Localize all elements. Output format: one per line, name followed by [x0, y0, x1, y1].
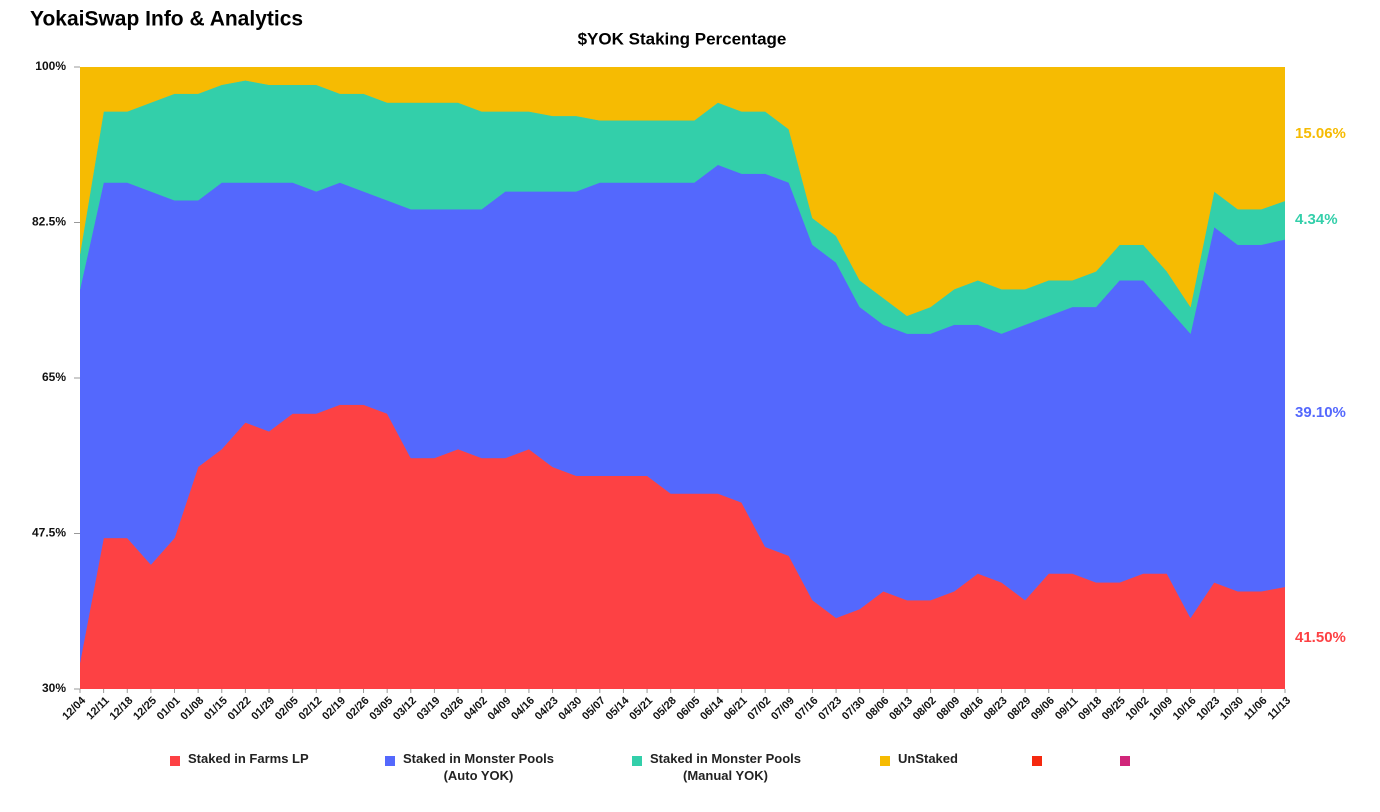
chart-title: $YOK Staking Percentage: [578, 29, 787, 48]
legend-item: UnStaked: [880, 750, 958, 767]
x-tick-label: 05/28: [651, 695, 679, 723]
x-tick-label: 06/21: [722, 695, 750, 723]
x-tick-label: 01/01: [155, 695, 183, 723]
x-tick-label: 03/26: [438, 695, 466, 723]
legend-label: UnStaked: [898, 751, 958, 766]
legend-item: Staked in Farms LP: [170, 750, 309, 767]
x-tick-label: 08/13: [887, 695, 915, 723]
value-label: 15.06%: [1295, 125, 1346, 142]
legend-swatch: [1032, 756, 1042, 766]
x-tick-label: 10/30: [1218, 695, 1246, 723]
x-tick-label: 08/02: [911, 695, 939, 723]
legend-swatch: [880, 756, 890, 766]
x-tick-label: 08/23: [982, 695, 1010, 723]
y-tick-label: 30%: [42, 681, 66, 695]
legend-extra: [1032, 750, 1050, 766]
x-tick-label: 01/29: [249, 695, 277, 723]
plot-area: [80, 67, 1285, 689]
x-tick-label: 07/23: [816, 695, 844, 723]
x-tick-label: 02/05: [273, 695, 301, 723]
x-tick-label: 09/06: [1029, 695, 1057, 723]
x-tick-label: 03/19: [415, 695, 443, 723]
x-tick-label: 01/22: [226, 695, 254, 723]
x-tick-label: 09/11: [1053, 695, 1081, 723]
legend-label: Staked in Monster Pools (Manual YOK): [650, 751, 801, 783]
y-tick-label: 100%: [35, 59, 66, 73]
y-tick-label: 47.5%: [32, 526, 66, 540]
x-tick-label: 02/19: [320, 695, 348, 723]
x-tick-label: 11/06: [1242, 695, 1270, 723]
legend-swatch: [632, 756, 642, 766]
x-tick-label: 12/18: [107, 695, 135, 723]
x-tick-label: 03/12: [391, 695, 419, 723]
x-tick-label: 08/09: [934, 695, 962, 723]
x-tick-label: 10/23: [1194, 695, 1222, 723]
x-tick-label: 07/16: [793, 695, 821, 723]
page-title: YokaiSwap Info & Analytics: [30, 8, 303, 31]
legend-swatch: [1120, 756, 1130, 766]
x-tick-label: 02/26: [344, 695, 372, 723]
legend-item: Staked in Monster Pools (Manual YOK): [632, 750, 801, 784]
legend-label: Staked in Monster Pools (Auto YOK): [403, 751, 554, 783]
y-tick-label: 65%: [42, 370, 66, 384]
x-tick-label: 01/15: [202, 695, 230, 723]
legend-swatch: [385, 756, 395, 766]
x-tick-label: 07/09: [769, 695, 797, 723]
x-tick-label: 04/09: [486, 695, 514, 723]
x-tick-label: 04/02: [462, 695, 490, 723]
legend-item: Staked in Monster Pools (Auto YOK): [385, 750, 554, 784]
x-tick-label: 05/21: [627, 695, 655, 723]
y-tick-label: 82.5%: [32, 215, 66, 229]
x-tick-label: 09/18: [1076, 695, 1104, 723]
legend-extra: [1120, 750, 1138, 766]
x-tick-label: 01/08: [178, 695, 206, 723]
x-tick-label: 04/30: [556, 695, 584, 723]
value-label: 41.50%: [1295, 629, 1346, 646]
x-tick-label: 11/13: [1266, 695, 1294, 723]
area: [80, 67, 1285, 317]
x-tick-label: 06/05: [675, 695, 703, 723]
legend-label: Staked in Farms LP: [188, 751, 309, 766]
x-tick-label: 12/11: [84, 695, 112, 723]
x-tick-label: 10/09: [1147, 695, 1175, 723]
x-tick-label: 02/12: [296, 695, 324, 723]
x-tick-label: 09/25: [1100, 695, 1128, 723]
value-label: 39.10%: [1295, 404, 1346, 421]
x-tick-label: 03/05: [367, 695, 395, 723]
x-tick-label: 08/06: [864, 695, 892, 723]
x-tick-label: 04/16: [509, 695, 537, 723]
x-tick-label: 07/30: [840, 695, 868, 723]
x-tick-label: 06/14: [698, 694, 727, 723]
x-tick-label: 12/25: [131, 695, 159, 723]
x-tick-label: 12/04: [60, 694, 89, 723]
legend-swatch: [170, 756, 180, 766]
x-tick-label: 10/16: [1171, 695, 1199, 723]
x-tick-label: 08/16: [958, 695, 986, 723]
x-tick-label: 10/02: [1123, 695, 1151, 723]
x-tick-label: 05/14: [604, 694, 633, 723]
x-tick-label: 05/07: [580, 695, 608, 723]
x-tick-label: 04/23: [533, 695, 561, 723]
value-label: 4.34%: [1295, 211, 1338, 228]
x-tick-label: 08/29: [1005, 695, 1033, 723]
x-tick-label: 07/02: [745, 695, 773, 723]
